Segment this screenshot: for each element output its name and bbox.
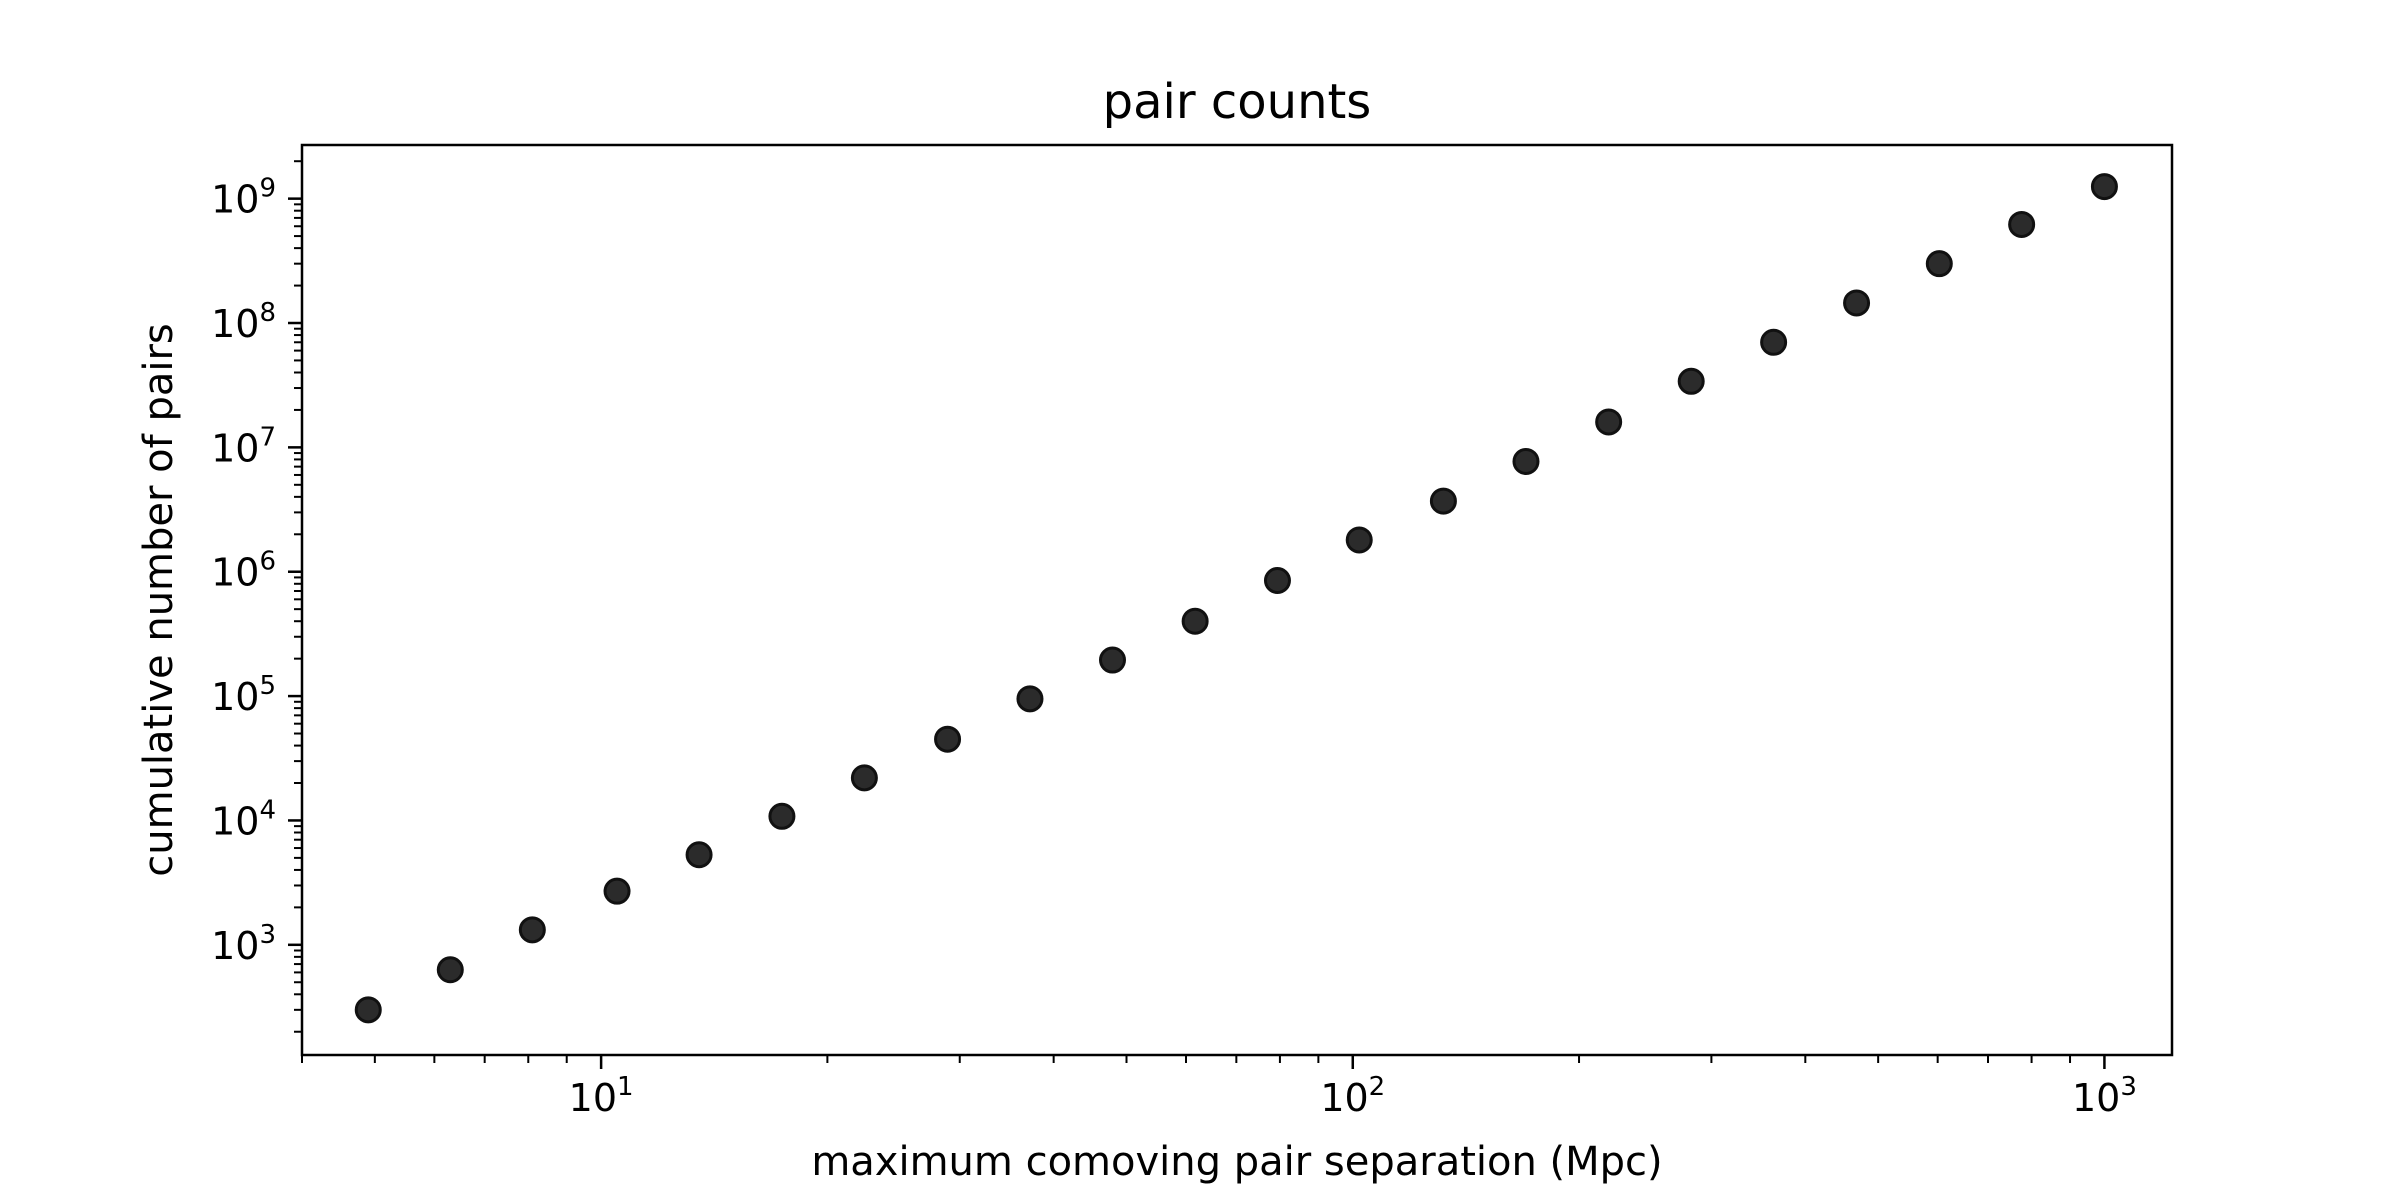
data-point [1925,250,1953,278]
y-tick-label: 105 [211,671,276,719]
data-point [1345,526,1373,554]
y-tick-label: 107 [211,422,276,470]
x-tick-label: 103 [2072,1072,2137,1120]
y-tick-exponent: 5 [259,671,276,701]
data-point [1677,367,1705,395]
y-tick-exponent: 3 [259,920,276,950]
data-point [603,877,631,905]
plot-frame [300,143,2174,1057]
x-axis-label: maximum comoving pair separation (Mpc) [811,1139,1662,1185]
data-point [768,802,796,830]
data-point [1595,408,1623,436]
y-tick-label: 106 [211,547,276,595]
data-point [2008,210,2036,238]
y-tick-label: 108 [211,298,276,346]
y-tick-base: 10 [211,426,259,470]
data-point [1429,487,1457,515]
y-tick-exponent: 4 [259,795,276,825]
data-point [1098,646,1126,674]
y-tick-exponent: 7 [259,422,276,452]
y-tick-base: 10 [211,302,259,346]
data-point [1016,685,1044,713]
y-tick-exponent: 6 [259,547,276,577]
x-tick-label: 101 [569,1072,634,1120]
data-point [518,916,546,944]
x-tick-label: 102 [1320,1072,1385,1120]
chart-title: pair counts [1103,74,1372,130]
y-tick-base: 10 [211,799,259,843]
data-point [354,996,382,1024]
x-tick-exponent: 3 [2120,1072,2137,1102]
y-tick-label: 104 [211,795,276,843]
data-point [685,841,713,869]
data-point [1760,328,1788,356]
data-point [850,764,878,792]
y-tick-base: 10 [211,675,259,719]
data-point [1263,567,1291,595]
y-tick-label: 109 [211,174,276,222]
data-point [2090,173,2118,201]
data-point [1181,607,1209,635]
x-tick-exponent: 2 [1369,1072,1386,1102]
data-point [1512,447,1540,475]
data-point [934,725,962,753]
y-tick-label: 103 [211,920,276,968]
x-tick-exponent: 1 [617,1072,634,1102]
y-tick-exponent: 8 [259,298,276,328]
data-point [436,956,464,984]
y-axis-label: cumulative number of pairs [136,323,182,876]
y-tick-base: 10 [211,178,259,222]
y-tick-base: 10 [211,551,259,595]
y-tick-exponent: 9 [259,174,276,204]
y-tick-base: 10 [211,924,259,968]
data-point [1843,289,1871,317]
